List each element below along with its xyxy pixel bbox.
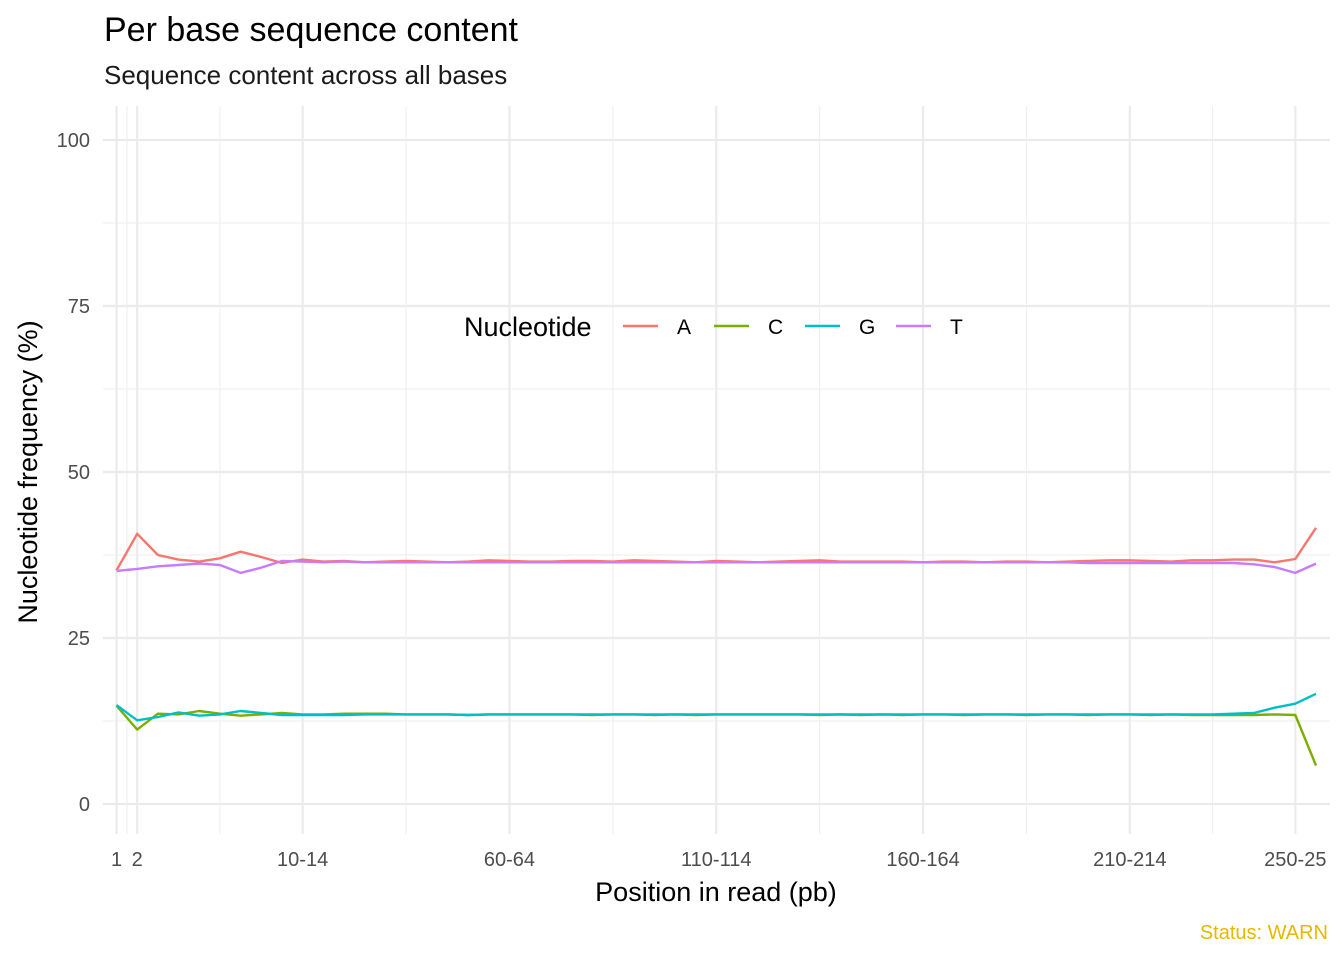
x-tick-label: 1 bbox=[111, 849, 122, 871]
y-tick-label: 50 bbox=[68, 462, 90, 484]
y-axis-ticks: 0 25 50 75 100 bbox=[57, 130, 90, 816]
x-tick-label: 10-14 bbox=[277, 849, 328, 871]
chart-title: Per base sequence content bbox=[104, 11, 519, 49]
x-tick-label: 160-164 bbox=[886, 849, 959, 871]
x-axis-ticks: 1 2 10-14 60-64 110-114 160-164 210-214 250-25 bbox=[111, 849, 1327, 871]
series-line-t bbox=[116, 559, 1317, 575]
x-tick-label: 250-25 bbox=[1264, 849, 1326, 871]
y-axis-title: Nucleotide frequency (%) bbox=[13, 320, 43, 623]
legend-title: Nucleotide bbox=[464, 312, 592, 342]
legend-label-g: G bbox=[859, 316, 875, 339]
series-line-g bbox=[115, 692, 1317, 722]
y-tick-label: 25 bbox=[68, 628, 90, 650]
x-tick-label: 110-114 bbox=[681, 849, 751, 871]
series-lines bbox=[115, 527, 1318, 766]
y-tick-label: 100 bbox=[57, 130, 90, 152]
legend-label-c: C bbox=[768, 316, 783, 339]
status-caption: Status: WARN bbox=[1200, 922, 1328, 944]
legend-label-a: A bbox=[677, 316, 691, 339]
x-tick-label: 60-64 bbox=[484, 849, 535, 871]
legend: Nucleotide A C G T bbox=[464, 312, 963, 342]
chart-subtitle: Sequence content across all bases bbox=[104, 60, 507, 90]
legend-label-t: T bbox=[950, 316, 963, 339]
x-tick-label: 2 bbox=[132, 849, 143, 871]
y-tick-label: 75 bbox=[68, 296, 90, 318]
x-axis-title: Position in read (pb) bbox=[595, 877, 837, 907]
y-tick-label: 0 bbox=[79, 794, 90, 816]
x-tick-label: 210-214 bbox=[1093, 849, 1166, 871]
gridlines bbox=[103, 106, 1330, 834]
